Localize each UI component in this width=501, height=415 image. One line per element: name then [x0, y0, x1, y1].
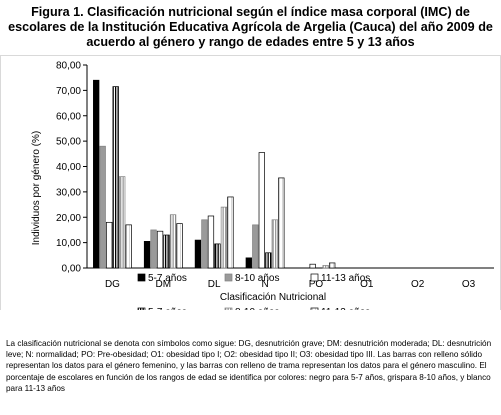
- y-tick-label: 80,00: [56, 61, 81, 72]
- bar: [252, 224, 259, 269]
- bar: [258, 152, 265, 269]
- y-tick-label: 70,00: [56, 86, 81, 97]
- legend-swatch: [224, 273, 233, 282]
- figure-title-text: . Clasificación nutricional según el índ…: [8, 5, 493, 49]
- bar: [265, 252, 272, 269]
- legend-swatch: [224, 307, 233, 310]
- figure-title: Figura 1. Clasificación nutricional segú…: [6, 5, 495, 50]
- x-tick-label: N: [261, 279, 268, 290]
- x-tick-label: O3: [462, 279, 476, 290]
- y-tick-label: 20,00: [56, 213, 81, 224]
- bar-chart: 0,00 10,00 20,00 30,00 40,00 50,00 60,00 70,00 8…: [0, 55, 501, 310]
- x-tick-label: DG: [105, 279, 120, 290]
- bar: [329, 262, 336, 269]
- x-tick-label: DM: [156, 279, 172, 290]
- figure-label: Figura 1: [31, 5, 81, 19]
- x-tick-label: O2: [411, 279, 425, 290]
- x-tick-label: DL: [208, 279, 221, 290]
- bar: [309, 263, 316, 269]
- bar: [143, 241, 151, 269]
- x-tick-label: O1: [360, 279, 374, 290]
- bar: [119, 176, 126, 269]
- y-tick-label: 50,00: [56, 137, 81, 148]
- legend-label: 8-10 años: [235, 307, 279, 310]
- y-tick-label: 60,00: [56, 111, 81, 122]
- bar: [156, 230, 164, 269]
- y-axis-title: Individuos por género (%): [31, 131, 42, 246]
- bar: [176, 223, 183, 269]
- y-tick-label: 10,00: [56, 238, 81, 249]
- bar: [214, 243, 221, 269]
- bar: [163, 234, 170, 269]
- legend-label: 8-10 años: [235, 273, 279, 284]
- y-tick-label: 30,00: [56, 187, 81, 198]
- legend-swatch: [310, 307, 319, 310]
- legend-label: 11-13 años: [321, 273, 370, 284]
- legend-label: 11-13 años: [321, 307, 370, 310]
- bar: [220, 206, 228, 269]
- bar: [322, 265, 329, 269]
- legend-label: 5-7 años: [148, 273, 187, 284]
- bar: [278, 177, 285, 269]
- bar: [194, 239, 202, 269]
- legend-swatch: [310, 273, 319, 282]
- y-tick-label: 40,00: [56, 162, 81, 173]
- legend-swatch: [137, 307, 146, 310]
- y-axis: 0,00 10,00 20,00 30,00 40,00 50,00 60,00 70,00 8…: [56, 61, 88, 275]
- figure-caption: La clasificación nutricional se denota c…: [6, 339, 492, 393]
- bar: [201, 219, 208, 269]
- x-tick-label: PO: [309, 279, 324, 290]
- bar: [106, 221, 113, 269]
- bars: [93, 79, 336, 269]
- bar: [99, 145, 106, 269]
- bar: [245, 257, 252, 269]
- bar: [93, 79, 100, 269]
- bar: [207, 215, 215, 269]
- bar: [169, 214, 177, 269]
- bar: [271, 219, 278, 269]
- bar: [112, 86, 119, 269]
- legend-label: 5-7 años: [148, 307, 187, 310]
- legend-swatch: [137, 273, 146, 282]
- bar: [125, 224, 132, 269]
- y-tick-label: 0,00: [62, 264, 82, 275]
- bar: [150, 229, 157, 269]
- bar: [227, 196, 234, 269]
- x-axis-title: Clasificación Nutricional: [220, 292, 326, 303]
- legend: 5-7 años 8-10 años 11-13 años 5-7 años 8-10 …: [137, 273, 370, 310]
